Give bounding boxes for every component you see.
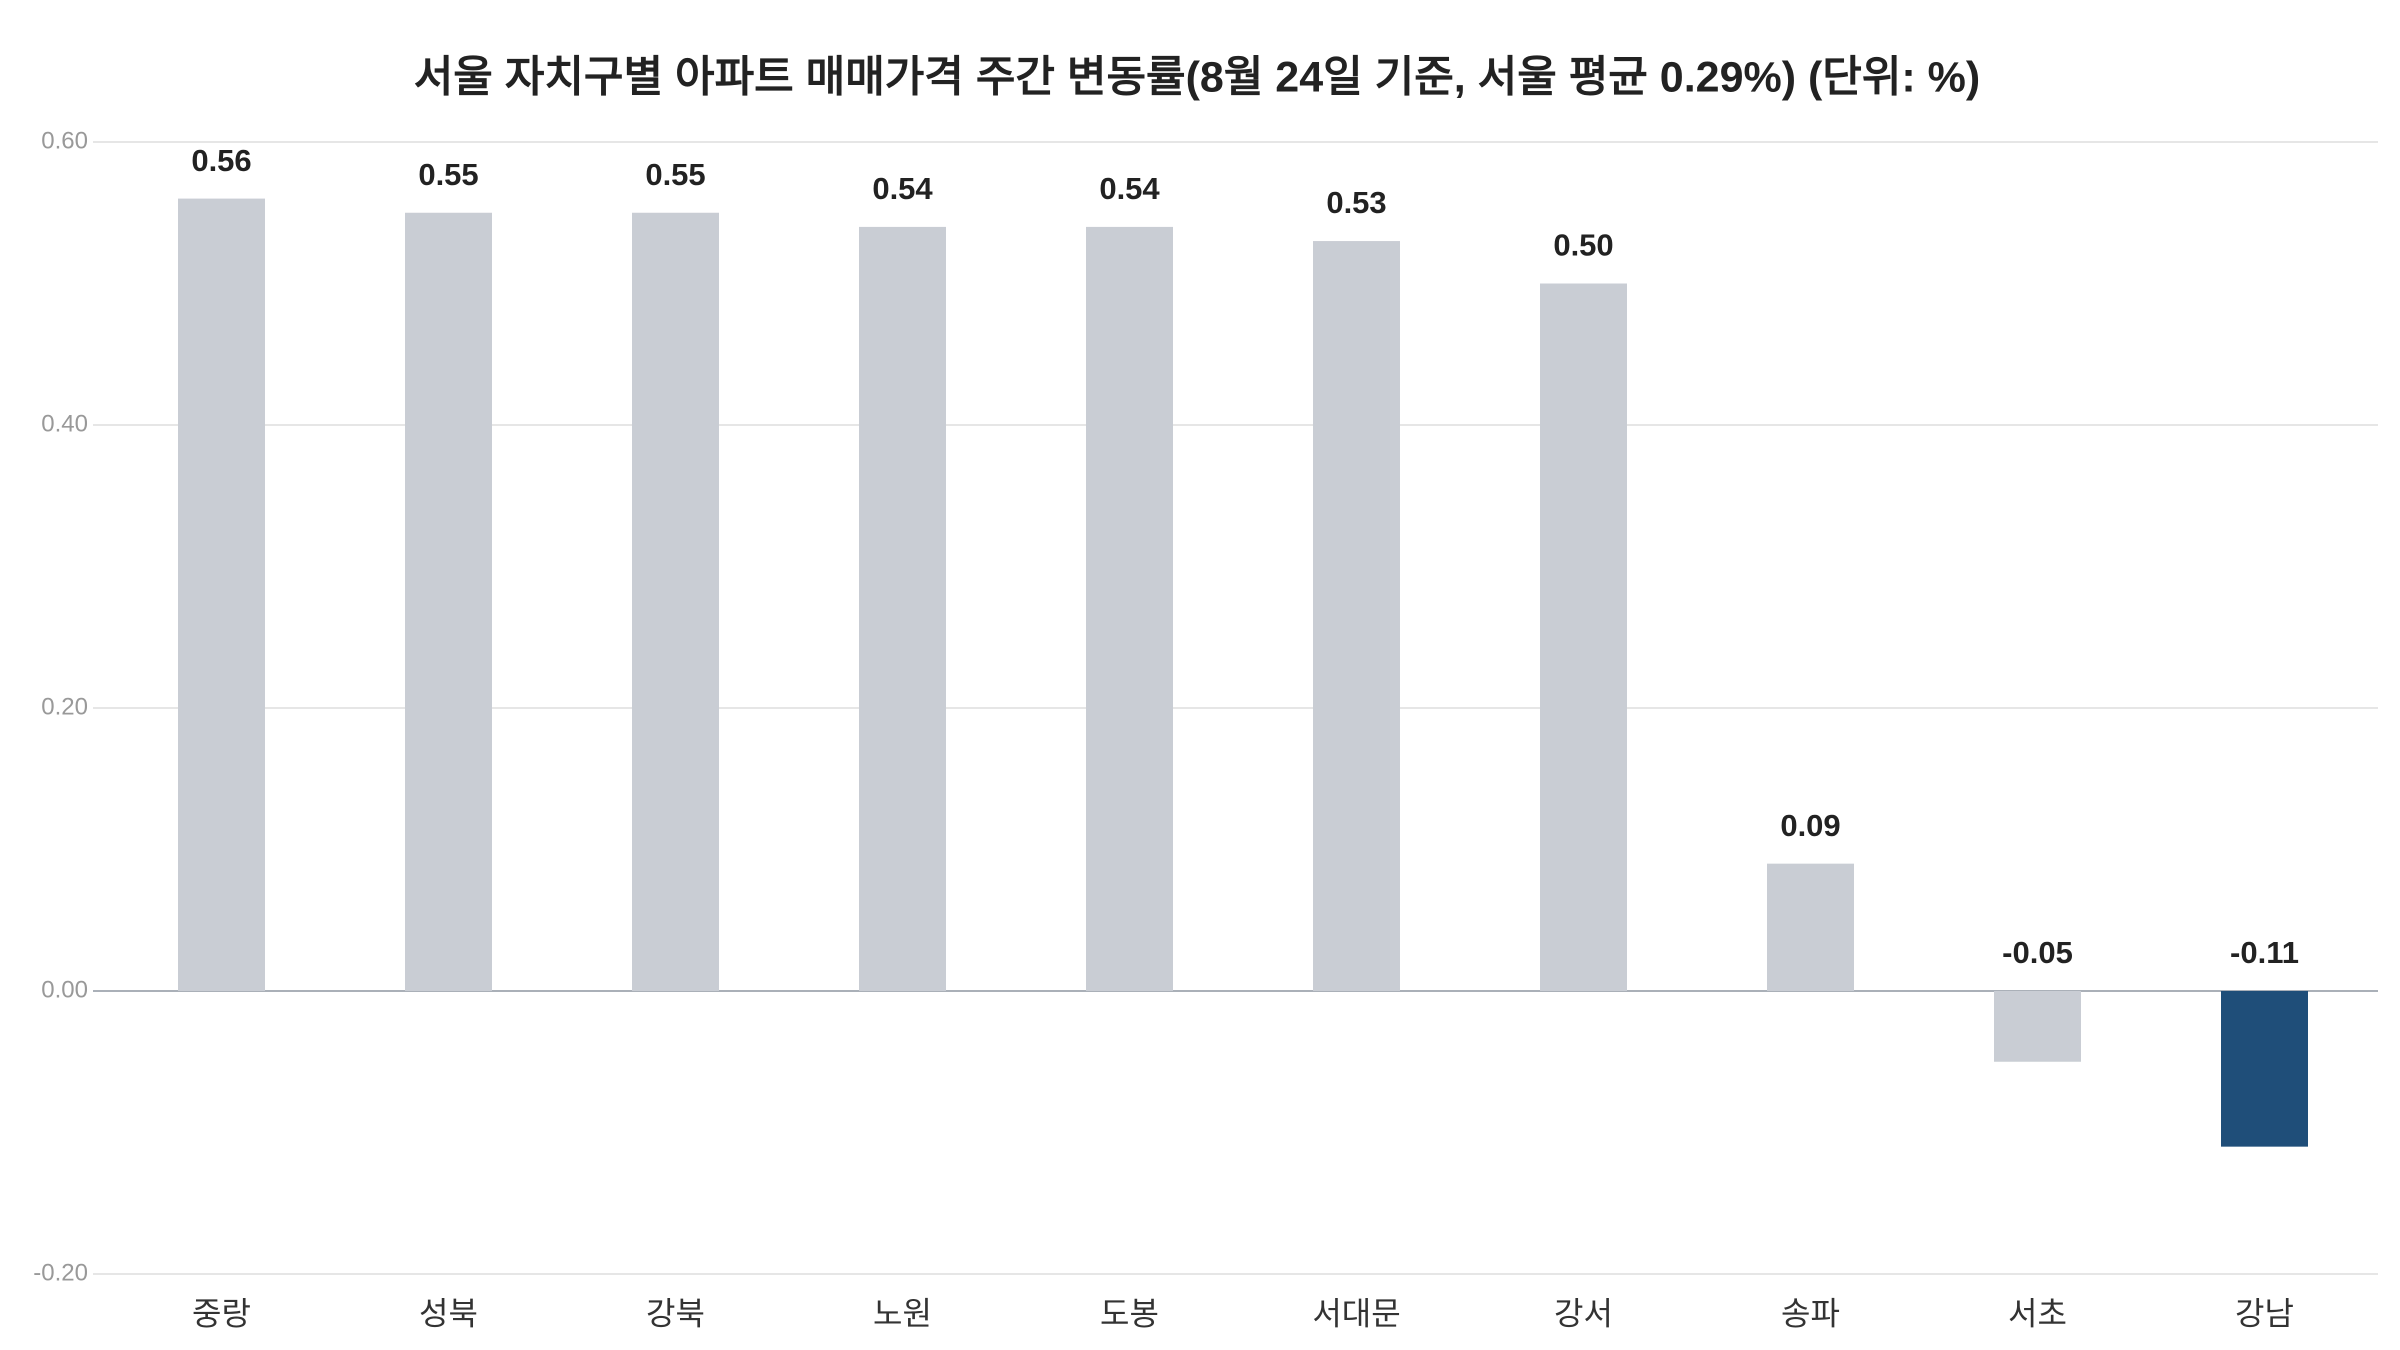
x-tick-label: 중랑 — [192, 1295, 251, 1331]
value-label: -0.11 — [2230, 935, 2299, 970]
value-label: -0.05 — [2002, 935, 2073, 970]
y-tick-label: 0.20 — [41, 693, 88, 720]
y-tick-label: 0.40 — [41, 410, 88, 437]
value-label: 0.56 — [191, 143, 251, 178]
bar — [1086, 226, 1173, 991]
value-label: 0.55 — [645, 157, 705, 192]
bar — [405, 212, 492, 991]
value-label: 0.54 — [1099, 171, 1160, 206]
bar — [1994, 991, 2081, 1062]
x-tick-label: 강북 — [646, 1295, 705, 1331]
bar — [1313, 241, 1400, 992]
value-label: 0.09 — [1780, 808, 1840, 843]
bar — [2221, 991, 2308, 1147]
x-tick-label: 서대문 — [1312, 1295, 1400, 1331]
y-tick-label: -0.20 — [33, 1259, 88, 1286]
x-tick-label: 성북 — [419, 1295, 478, 1331]
value-label: 0.55 — [418, 157, 478, 192]
x-tick-label: 강남 — [2235, 1295, 2294, 1331]
value-label: 0.54 — [872, 171, 933, 206]
chart-title: 서울 자치구별 아파트 매매가격 주간 변동률(8월 24일 기준, 서울 평균… — [414, 53, 1981, 101]
x-tick-label: 도봉 — [1100, 1295, 1159, 1331]
y-tick-label: 0.00 — [41, 976, 88, 1003]
bar — [178, 198, 265, 992]
bar — [1767, 863, 1854, 991]
value-label: 0.53 — [1326, 185, 1386, 220]
bar — [1540, 283, 1627, 991]
bar — [632, 212, 719, 991]
bar — [859, 226, 946, 991]
x-tick-label: 강서 — [1554, 1295, 1613, 1331]
y-tick-label: 0.60 — [41, 127, 88, 154]
x-tick-label: 서초 — [2008, 1295, 2067, 1331]
x-tick-label: 노원 — [873, 1295, 932, 1331]
value-label: 0.50 — [1553, 228, 1613, 263]
x-tick-label: 송파 — [1781, 1295, 1840, 1331]
